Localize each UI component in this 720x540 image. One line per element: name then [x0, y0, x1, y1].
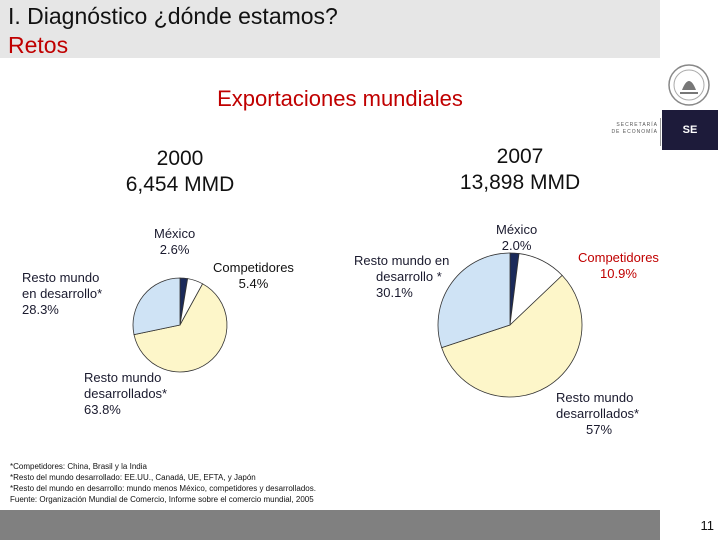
footer-band	[0, 510, 660, 540]
label-2007-resto-desarrollados: Resto mundo desarrollados* 57%	[556, 390, 640, 437]
pie-2007-slice-3	[437, 252, 511, 349]
label-2007-mexico: México 2.0%	[496, 222, 538, 253]
se-badge: SE	[662, 110, 718, 150]
ministry-name: SECRETARÍA DE ECONOMÍA	[611, 122, 658, 135]
footnotes: *Competidores: China, Brasil y la India …	[10, 461, 316, 505]
footnote-source: Fuente: Organización Mundial de Comercio…	[10, 495, 314, 504]
slide-title-retos: Retos	[8, 32, 69, 58]
title-band	[0, 0, 660, 58]
logo-divider	[660, 118, 661, 146]
footnote: *Competidores: China, Brasil y la India	[10, 462, 147, 471]
year-2000-label: 2000 6,454 MMD	[125, 147, 235, 196]
label-2000-mexico: México 2.6%	[154, 226, 196, 257]
label-2000-competidores: Competidores 5.4%	[213, 260, 294, 291]
pie-2000-slice-2	[133, 283, 228, 373]
label-2007-competidores: Competidores 10.9%	[578, 250, 659, 281]
label-2000-resto-desarrollados: Resto mundo desarrollados* 63.8%	[84, 370, 168, 417]
page-number: 11	[700, 517, 715, 533]
label-2000-resto-desarrollo: Resto mundo en desarrollo* 28.3%	[22, 270, 103, 317]
coat-of-arms-logo	[660, 60, 718, 150]
footnote: *Resto del mundo desarrollado: EE.UU., C…	[10, 473, 256, 482]
footnote: *Resto del mundo en desarrollo: mundo me…	[10, 484, 316, 493]
pie-2007-slice-2	[441, 274, 583, 398]
chart-subtitle: Exportaciones mundiales	[217, 86, 463, 111]
slide-title: I. Diagnóstico ¿dónde estamos?	[8, 3, 338, 29]
year-2007-label: 2007 13,898 MMD	[459, 145, 581, 194]
pie-2000-slice-3	[132, 277, 181, 336]
label-2007-resto-desarrollo: Resto mundo en desarrollo * 30.1%	[354, 253, 450, 300]
